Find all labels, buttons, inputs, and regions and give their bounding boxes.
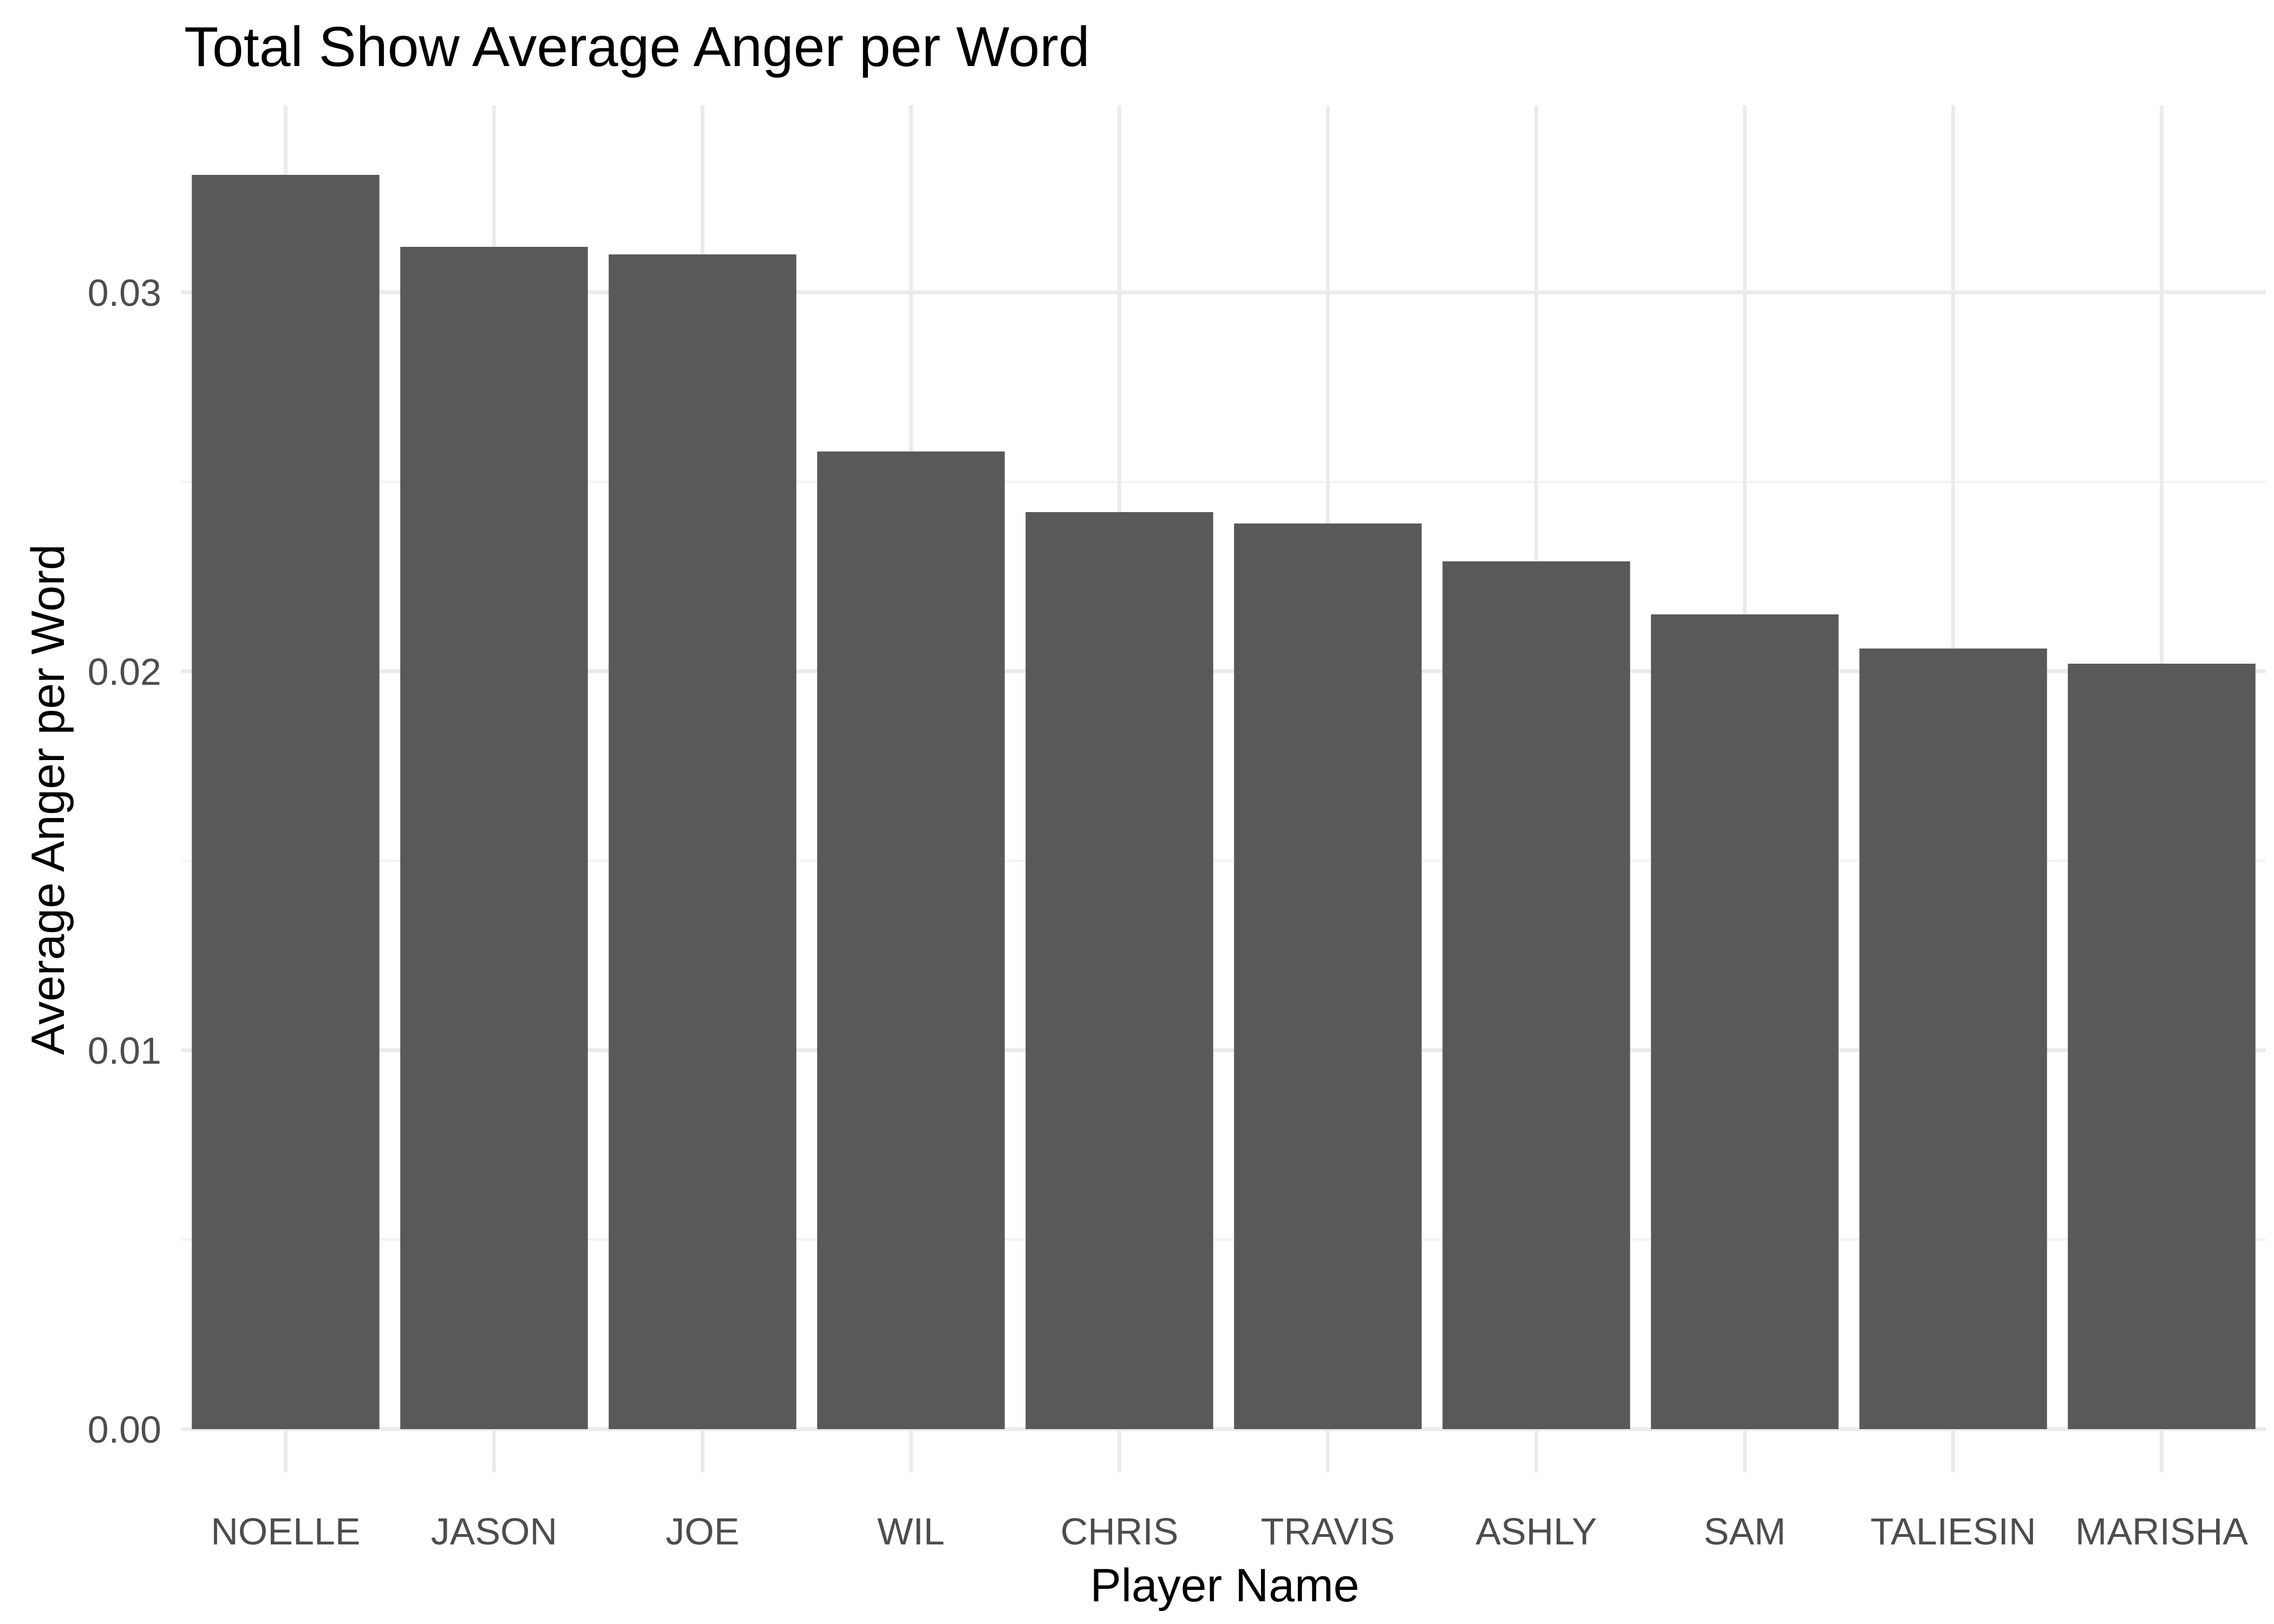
bar-taliesin — [1859, 649, 2047, 1429]
bar-noelle — [192, 175, 380, 1429]
x-tick-label: MARISHA — [2075, 1510, 2248, 1553]
y-tick-label: 0.03 — [88, 272, 161, 314]
x-tick-label: JOE — [665, 1510, 739, 1553]
bar-marisha — [2068, 664, 2256, 1429]
bar-sam — [1651, 614, 1839, 1429]
x-axis-title: Player Name — [1090, 1560, 1359, 1612]
y-tick-label: 0.02 — [88, 651, 161, 693]
bar-wil — [817, 451, 1005, 1429]
x-tick-label: WIL — [877, 1510, 944, 1553]
x-tick-label: CHRIS — [1061, 1510, 1179, 1553]
bars — [192, 175, 2256, 1429]
x-tick-label: TALIESIN — [1870, 1510, 2036, 1553]
bar-ashly — [1442, 561, 1630, 1429]
y-tick-label: 0.00 — [88, 1409, 161, 1451]
y-tick-label: 0.01 — [88, 1030, 161, 1072]
bar-jason — [400, 247, 588, 1429]
y-axis-ticks: 0.00 0.01 0.02 0.03 — [88, 272, 161, 1451]
x-tick-label: JASON — [431, 1510, 557, 1553]
bar-travis — [1234, 523, 1422, 1429]
x-tick-label: ASHLY — [1475, 1510, 1597, 1553]
x-tick-label: SAM — [1704, 1510, 1786, 1553]
x-tick-label: NOELLE — [211, 1510, 360, 1553]
x-tick-label: TRAVIS — [1261, 1510, 1395, 1553]
y-axis-title: Average Anger per Word — [22, 544, 74, 1055]
bar-joe — [609, 254, 796, 1429]
chart-title: Total Show Average Anger per Word — [184, 16, 1090, 78]
x-axis-ticks: NOELLE JASON JOE WIL CHRIS TRAVIS ASHLY SAM TALI… — [211, 1510, 2248, 1553]
bar-chris — [1025, 512, 1213, 1429]
